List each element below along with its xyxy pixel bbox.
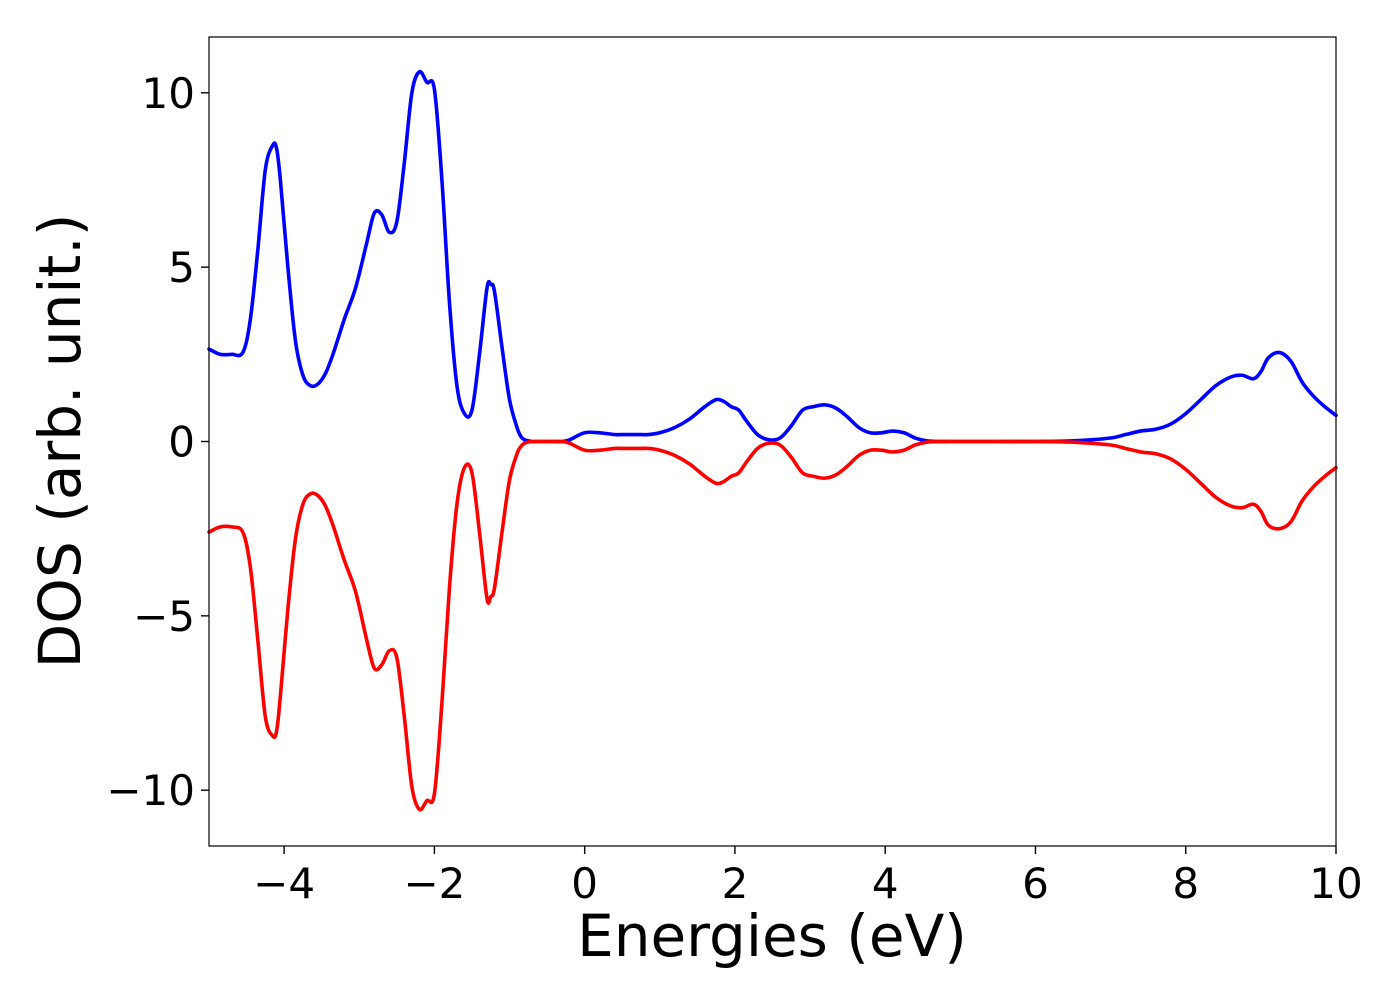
y-tick-label: 0 (168, 418, 195, 467)
dos-series-line-1 (207, 69, 1338, 444)
y-tick-label: 10 (142, 69, 195, 118)
y-axis-ticks: −10 −5 0 5 10 (106, 69, 209, 815)
x-axis-ticks: −4 −2 0 2 4 6 8 10 (253, 846, 1363, 908)
x-tick-label: 6 (1022, 859, 1049, 908)
dos-series-line-2 (207, 439, 1338, 812)
x-tick-label: 8 (1172, 859, 1199, 908)
x-tick-label: −4 (253, 859, 315, 908)
x-tick-label: 0 (571, 859, 598, 908)
series-layer (207, 69, 1338, 812)
x-tick-label: 4 (872, 859, 899, 908)
y-axis-label: DOS (arb. unit.) (26, 214, 94, 669)
x-tick-label: 2 (722, 859, 749, 908)
y-tick-label: −5 (133, 592, 195, 641)
x-axis-label: Energies (eV) (577, 902, 967, 970)
y-tick-label: 5 (168, 243, 195, 292)
y-tick-label: −10 (106, 766, 195, 815)
x-tick-label: −2 (403, 859, 465, 908)
x-tick-label: 10 (1309, 859, 1362, 908)
